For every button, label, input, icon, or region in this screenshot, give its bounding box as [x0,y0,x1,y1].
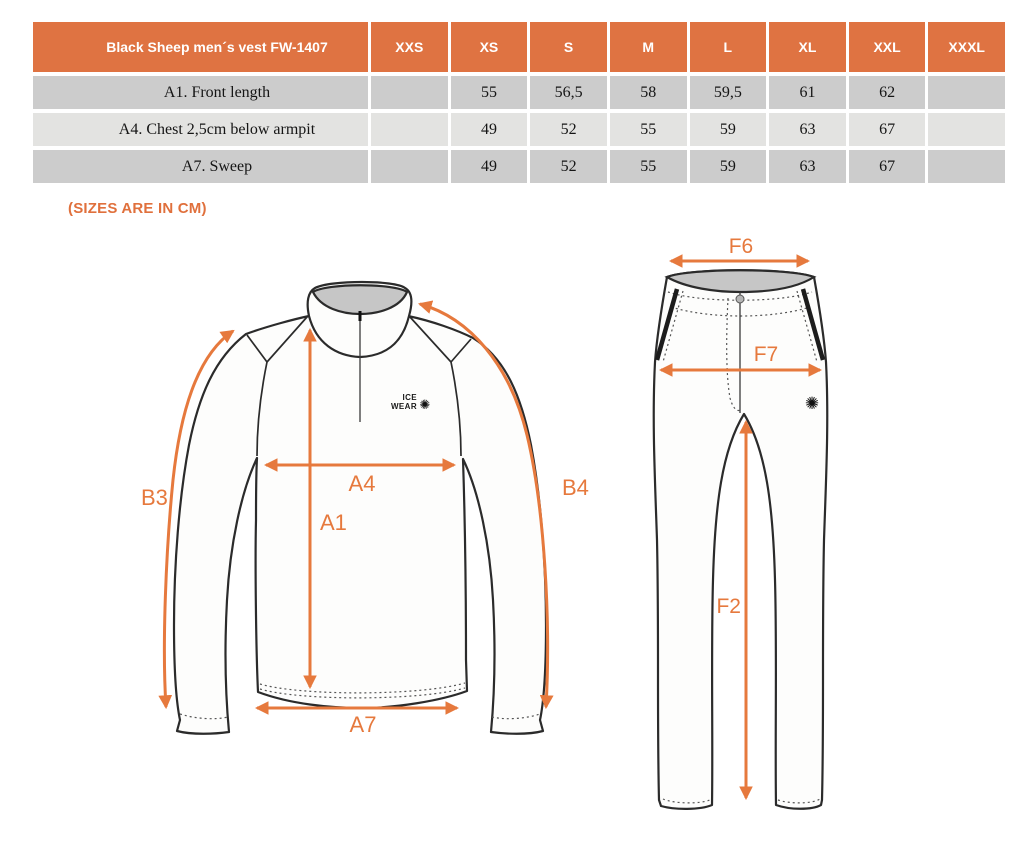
size-value [371,113,448,146]
logo-text-ice: ICE [402,393,417,402]
size-table-section: Black Sheep men´s vest FW-1407 XXS XS S … [30,18,1008,187]
size-header-s: S [530,22,607,72]
pants-waistband-stitch [667,291,813,317]
snowflake-icon: ✺ [420,398,431,413]
snowflake-icon: ✺ [805,394,819,414]
logo-text-wear: WEAR [391,402,417,411]
size-value: 55 [609,150,687,183]
measure-arrow-b3 [158,329,235,710]
size-value: 52 [530,150,607,183]
size-header-m: M [609,22,687,72]
size-value: 59 [689,113,767,146]
pants-drawing: ✺ F6 F7 F2 [652,235,829,810]
pants-hem-stitch [662,798,821,804]
label-b4: B4 [562,475,589,500]
size-value: 56,5 [530,76,607,109]
size-value: 52 [530,113,607,146]
product-title-cell: Black Sheep men´s vest FW-1407 [33,22,368,72]
measurement-label: A4. Chest 2,5cm below armpit [33,113,368,146]
size-header-xs: XS [450,22,528,72]
label-b3: B3 [141,485,168,510]
vest-drawing: ICE WEAR ✺ B3 B4 A4 A1 A7 [141,280,589,737]
pants-right-pocket-trim [800,288,826,361]
size-value: 49 [450,113,528,146]
size-value: 61 [769,76,846,109]
size-value: 49 [450,150,528,183]
size-value [371,150,448,183]
size-value: 55 [450,76,528,109]
size-table: Black Sheep men´s vest FW-1407 XXS XS S … [30,18,1008,187]
vest-left-raglan-seam [246,316,308,457]
vest-cuff-stitch [179,713,541,720]
label-f2: F2 [716,595,741,618]
size-value: 63 [769,113,846,146]
size-value [928,76,1005,109]
size-value: 59,5 [689,76,767,109]
pants-pocket-stitch [662,290,818,363]
pants-body-outline [652,269,829,810]
pants-waistband-inner [664,269,817,294]
label-f6: F6 [729,235,754,258]
table-row-sweep: A7. Sweep 49 52 55 59 63 67 [33,150,1005,183]
measurement-label: A1. Front length [33,76,368,109]
vest-collar-inner [311,284,409,316]
size-value: 63 [769,150,846,183]
size-value: 62 [848,76,926,109]
table-row-front-length: A1. Front length 55 56,5 58 59,5 61 62 [33,76,1005,109]
size-header-xxxl: XXXL [928,22,1005,72]
size-value [371,76,448,109]
label-a4: A4 [349,471,376,496]
label-f7: F7 [754,343,779,366]
size-value: 67 [848,113,926,146]
size-header-xxl: XXL [848,22,926,72]
pants-fly-stitch [726,297,742,412]
size-table-header-row: Black Sheep men´s vest FW-1407 XXS XS S … [33,22,1005,72]
size-value: 67 [848,150,926,183]
size-value: 59 [689,150,767,183]
size-value: 55 [609,113,687,146]
sizes-unit-note: (SIZES ARE IN CM) [68,200,207,217]
size-header-xl: XL [769,22,846,72]
size-header-xxs: XXS [371,22,448,72]
measurement-label: A7. Sweep [33,150,368,183]
pants-left-pocket-trim [654,288,680,361]
size-header-l: L [689,22,767,72]
size-value: 58 [609,76,687,109]
label-a1: A1 [320,510,347,535]
size-value [928,113,1005,146]
label-a7: A7 [350,712,377,737]
pants-button [735,294,745,304]
size-value [928,150,1005,183]
table-row-chest: A4. Chest 2,5cm below armpit 49 52 55 59… [33,113,1005,146]
measure-arrow-b4 [418,300,554,710]
